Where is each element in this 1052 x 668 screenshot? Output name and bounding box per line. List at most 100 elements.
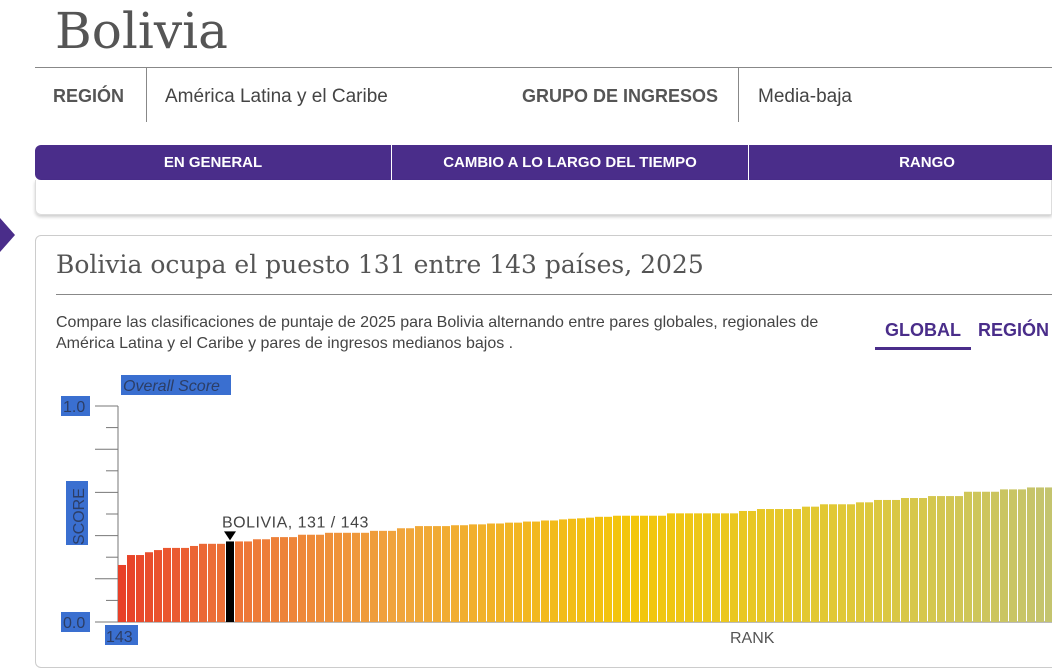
rank-card: Bolivia ocupa el puesto 131 entre 143 pa…: [35, 235, 1052, 668]
bar: [505, 522, 513, 622]
bar: [325, 532, 333, 622]
rank-highlight: [105, 625, 138, 645]
bar: [595, 516, 603, 622]
y-tick-label: 0.0: [63, 615, 85, 632]
bar: [343, 532, 351, 622]
bar: [352, 532, 360, 622]
bar: [172, 547, 180, 622]
x-first-rank-label: 143: [106, 629, 133, 646]
bar: [451, 525, 459, 622]
bar: [361, 532, 369, 622]
bar: [658, 515, 666, 622]
bar: [235, 541, 243, 622]
bar: [217, 543, 225, 622]
bar: [334, 532, 342, 622]
y-tick-label: 1.0: [63, 399, 85, 416]
bar: [559, 519, 567, 622]
bar: [316, 534, 324, 622]
highlight-marker-icon: [224, 531, 236, 541]
bar: [1045, 487, 1052, 622]
bar: [199, 543, 207, 622]
bar: [667, 513, 675, 622]
tab-change-over-time[interactable]: CAMBIO A LO LARGO DEL TIEMPO: [392, 145, 749, 180]
bar: [919, 498, 927, 622]
peer-tab-region[interactable]: REGIÓN: [978, 320, 1050, 340]
bar: [298, 534, 306, 622]
bar: [604, 516, 612, 622]
bar: [721, 513, 729, 622]
bar: [856, 502, 864, 622]
bar: [973, 491, 981, 622]
bar: [568, 518, 576, 622]
bar: [541, 520, 549, 622]
bar: [118, 564, 126, 622]
bar: [469, 524, 477, 622]
bar: [253, 539, 261, 622]
bar: [307, 534, 315, 622]
peer-tab-global[interactable]: GLOBAL: [875, 320, 971, 350]
bar: [775, 509, 783, 622]
bar: [757, 509, 765, 622]
bar: [1009, 489, 1017, 622]
bar: [487, 523, 495, 622]
bar: [712, 513, 720, 622]
bar: [793, 509, 801, 622]
bar: [847, 504, 855, 622]
tick-highlight: [61, 396, 90, 416]
bar: [748, 510, 756, 622]
y-axis-label: SCORE: [71, 488, 88, 545]
bar: [802, 506, 810, 622]
bar: [640, 515, 648, 622]
bar: [820, 504, 828, 622]
bar: [676, 513, 684, 622]
bar: [1018, 489, 1026, 622]
title-highlight: [121, 375, 231, 395]
bar: [496, 523, 504, 622]
bar: [244, 541, 252, 622]
bar: [955, 496, 963, 622]
bar: [577, 518, 585, 622]
bar: [289, 537, 297, 622]
section-tabs: EN GENERAL CAMBIO A LO LARGO DEL TIEMPO …: [35, 145, 1052, 180]
region-label: REGIÓN: [53, 86, 125, 106]
bar: [613, 515, 621, 622]
chart-title: Overall Score: [123, 378, 220, 395]
bar: [694, 513, 702, 622]
bar: [865, 502, 873, 622]
bar: [514, 522, 522, 622]
tab-overall[interactable]: EN GENERAL: [35, 145, 392, 180]
bar: [784, 509, 792, 622]
bar: [127, 555, 135, 622]
bar: [838, 504, 846, 622]
income-label: GRUPO DE INGRESOS: [522, 86, 719, 106]
bar: [415, 526, 423, 622]
bar: [433, 526, 441, 622]
divider: [56, 294, 1052, 295]
bar: [379, 530, 387, 622]
bar: [631, 515, 639, 622]
divider: [146, 68, 147, 122]
highlight-label: BOLIVIA, 131 / 143: [222, 514, 369, 531]
ylabel-highlight: [66, 481, 88, 545]
tab-rank[interactable]: RANGO: [899, 154, 955, 171]
bar: [406, 528, 414, 622]
bar: [910, 498, 918, 622]
bar: [883, 499, 891, 622]
bar: [685, 513, 693, 622]
bar: [271, 537, 279, 622]
x-axis-label: RANK: [730, 630, 775, 647]
bar: [829, 504, 837, 622]
bar: [649, 515, 657, 622]
bar: [181, 547, 189, 622]
section-pointer-icon: [0, 218, 15, 252]
bar: [388, 530, 396, 622]
bar: [424, 526, 432, 622]
region-value: América Latina y el Caribe: [165, 86, 388, 107]
bar: [145, 552, 153, 622]
bar: [703, 513, 711, 622]
bar: [964, 491, 972, 622]
bar: [442, 526, 450, 622]
bar: [397, 528, 405, 622]
bar: [937, 496, 945, 622]
